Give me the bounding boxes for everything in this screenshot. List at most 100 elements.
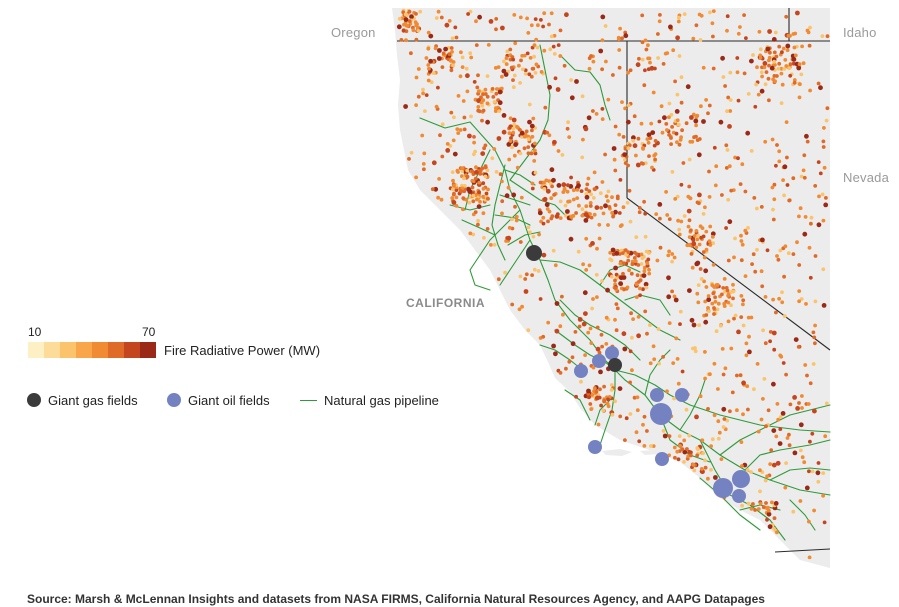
fire-point bbox=[610, 211, 614, 215]
fire-point bbox=[421, 87, 425, 92]
fire-point bbox=[573, 330, 578, 334]
fire-point bbox=[436, 85, 440, 90]
fire-point bbox=[525, 51, 530, 56]
fire-point bbox=[645, 261, 650, 266]
fire-point bbox=[632, 395, 637, 400]
fire-point bbox=[474, 165, 478, 170]
fire-point bbox=[761, 328, 765, 333]
fire-point bbox=[709, 467, 713, 472]
fire-point bbox=[792, 80, 797, 85]
fire-point bbox=[542, 187, 547, 191]
fire-point bbox=[675, 140, 679, 145]
fire-point bbox=[577, 317, 583, 322]
fire-point bbox=[635, 395, 640, 400]
fire-point bbox=[587, 66, 592, 71]
fire-point bbox=[682, 438, 687, 443]
fire-point bbox=[520, 67, 525, 72]
fire-point bbox=[741, 380, 746, 386]
fire-point bbox=[678, 309, 683, 314]
fire-point bbox=[665, 213, 670, 217]
fire-point bbox=[704, 285, 709, 289]
fire-point bbox=[462, 176, 466, 181]
fire-point bbox=[541, 221, 546, 226]
fire-point bbox=[558, 371, 563, 375]
fire-point bbox=[732, 316, 736, 321]
fire-point bbox=[553, 76, 558, 81]
fire-point bbox=[773, 501, 779, 506]
land-area bbox=[392, 8, 830, 568]
gas-field-marker bbox=[608, 358, 622, 372]
fire-point bbox=[542, 48, 547, 53]
fire-point bbox=[614, 302, 619, 306]
fire-point bbox=[637, 210, 642, 215]
fire-point bbox=[626, 250, 631, 255]
fire-point bbox=[642, 269, 647, 274]
fire-point bbox=[626, 103, 631, 108]
fire-point bbox=[476, 105, 481, 109]
fire-point bbox=[597, 236, 602, 241]
fire-point bbox=[712, 306, 716, 310]
fire-point bbox=[717, 430, 722, 435]
fire-point bbox=[523, 68, 528, 73]
fire-point bbox=[509, 136, 513, 140]
fire-point bbox=[434, 16, 439, 20]
fire-point bbox=[602, 384, 606, 389]
fire-point bbox=[563, 203, 568, 208]
fire-point bbox=[407, 157, 411, 161]
fire-point bbox=[725, 14, 730, 19]
fire-point bbox=[701, 212, 706, 216]
fire-point bbox=[694, 134, 698, 139]
fire-point bbox=[785, 48, 790, 53]
legend-scale-title: Fire Radiative Power (MW) bbox=[164, 343, 321, 358]
channel-island bbox=[640, 450, 660, 455]
fire-point bbox=[702, 279, 706, 284]
fire-point bbox=[551, 248, 556, 253]
fire-point bbox=[736, 156, 740, 161]
fire-point bbox=[565, 126, 570, 131]
fire-point bbox=[782, 164, 788, 170]
gas-field-marker bbox=[526, 245, 542, 261]
fire-point bbox=[625, 119, 631, 125]
fire-point bbox=[758, 468, 762, 473]
fire-point bbox=[766, 76, 771, 81]
fire-point bbox=[531, 116, 536, 121]
fire-point bbox=[765, 517, 769, 522]
fire-point bbox=[687, 243, 692, 248]
fire-point bbox=[800, 406, 804, 410]
fire-point bbox=[606, 199, 610, 203]
fire-point bbox=[707, 195, 712, 199]
fire-point bbox=[694, 245, 699, 250]
fire-point bbox=[591, 196, 596, 200]
pipeline-segment bbox=[644, 349, 671, 396]
fire-point bbox=[687, 218, 692, 223]
fire-point bbox=[695, 291, 700, 296]
fire-point bbox=[728, 98, 733, 102]
fire-point bbox=[780, 300, 785, 305]
fire-point bbox=[650, 165, 654, 170]
fire-point bbox=[760, 74, 764, 79]
fire-point bbox=[667, 101, 672, 106]
fire-point bbox=[481, 195, 486, 200]
fire-point bbox=[437, 177, 441, 181]
oregon-label: Oregon bbox=[331, 25, 376, 40]
fire-point bbox=[517, 63, 521, 68]
fire-point bbox=[753, 104, 758, 109]
fire-point bbox=[519, 195, 524, 200]
fire-point bbox=[491, 95, 496, 99]
fire-point bbox=[742, 13, 746, 17]
fire-point bbox=[555, 212, 560, 217]
fire-point bbox=[672, 396, 676, 401]
fire-point bbox=[758, 489, 762, 494]
fire-point bbox=[661, 429, 666, 433]
fire-point bbox=[600, 107, 605, 111]
fire-point bbox=[537, 232, 541, 237]
fire-point bbox=[533, 148, 537, 153]
fire-point bbox=[608, 250, 613, 255]
fire-point bbox=[701, 119, 706, 124]
fire-point bbox=[821, 471, 826, 475]
fire-point bbox=[420, 133, 425, 138]
fire-point bbox=[805, 28, 810, 33]
fire-point bbox=[653, 66, 657, 71]
fire-point bbox=[480, 151, 486, 157]
oil-field-marker bbox=[732, 489, 746, 503]
